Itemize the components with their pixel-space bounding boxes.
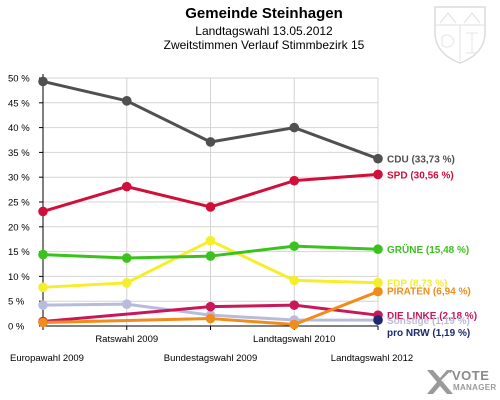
- data-point-cdu: [121, 96, 132, 106]
- series-label-sonstige: Sonstige (1,19 %): [387, 316, 470, 327]
- series-line-die-linke: [42, 303, 379, 324]
- chart-grid: [42, 77, 379, 327]
- data-point-sonstige: [121, 299, 132, 309]
- data-point-fdp: [38, 282, 48, 293]
- data-point-cdu: [373, 153, 383, 164]
- y-axis-ticks: 0 % 5 % 10 % 15 % 20 % 25 % 30 % 35 % 40 % 45 % 50…: [8, 74, 43, 333]
- chart-subtitle-district: Zweitstimmen Verlauf Stimmbezirk 15: [164, 38, 365, 52]
- data-point-fdp: [205, 235, 216, 246]
- x-tick-label: Bundestagswahl 2009: [164, 353, 258, 364]
- x-tick-label: Landtagswahl 2010: [253, 334, 335, 345]
- series-points: [38, 76, 383, 330]
- data-point-gr-ne: [38, 249, 48, 260]
- y-tick-label: 10 %: [8, 272, 30, 283]
- logo-text-manager: MANAGER: [453, 383, 497, 392]
- data-point-piraten: [373, 286, 383, 297]
- series-label-fdp: FDP (8,73 %): [387, 279, 447, 290]
- series-label-cdu: CDU (33,73 %): [387, 155, 455, 166]
- x-axis-ticks: Europawahl 2009 Ratswahl 2009 Bundestagswa…: [10, 326, 413, 364]
- x-tick-label: Landtagswahl 2012: [331, 353, 413, 364]
- series-label-pro-nrw: pro NRW (1,19 %): [387, 328, 470, 339]
- data-point-gr-ne: [373, 244, 383, 255]
- y-tick-label: 35 %: [8, 148, 30, 159]
- y-tick-label: 50 %: [8, 74, 30, 85]
- data-point-spd: [289, 175, 300, 186]
- data-point-die-linke: [289, 300, 300, 310]
- data-point-fdp: [289, 275, 300, 286]
- series-label-gr-ne: GRÜNE (15,48 %): [387, 243, 469, 256]
- y-tick-label: 45 %: [8, 98, 30, 109]
- data-point-spd: [121, 181, 132, 192]
- series-line-piraten: [42, 290, 379, 327]
- data-point-pro-nrw: [373, 315, 383, 325]
- chart-title: Gemeinde Steinhagen: [185, 5, 343, 22]
- data-point-fdp: [373, 277, 383, 288]
- data-point-gr-ne: [205, 251, 216, 261]
- data-point-fdp: [121, 278, 132, 288]
- y-tick-label: 5 %: [8, 297, 25, 308]
- y-tick-label: 0 %: [8, 322, 25, 333]
- data-point-cdu: [205, 137, 216, 147]
- series-label-spd: SPD (30,56 %): [387, 170, 454, 181]
- votemanager-logo: VOTE MANAGER: [424, 366, 498, 398]
- y-tick-label: 30 %: [8, 173, 30, 184]
- series-label-piraten: PIRATEN (6,94 %): [387, 287, 471, 298]
- data-point-cdu: [289, 122, 300, 133]
- data-point-spd: [38, 206, 48, 217]
- y-tick-label: 40 %: [8, 123, 30, 134]
- data-point-piraten: [205, 313, 216, 324]
- chart-subtitle-election: Landtagswahl 13.05.2012: [195, 24, 333, 38]
- logo-text-vote: VOTE: [452, 368, 490, 383]
- series-end-labels: CDU (33,73 %) SPD (30,56 %) GRÜNE (15,48 %…: [387, 155, 477, 339]
- x-tick-label: Ratswahl 2009: [95, 334, 158, 345]
- data-point-die-linke: [205, 301, 216, 312]
- data-point-piraten: [38, 317, 48, 328]
- y-tick-label: 20 %: [8, 222, 30, 233]
- y-tick-label: 25 %: [8, 198, 30, 209]
- votemanager-x-icon: [427, 370, 453, 394]
- series-label-die-linke: DIE LINKE (2,18 %): [387, 311, 477, 322]
- data-point-gr-ne: [289, 241, 300, 251]
- data-point-piraten: [289, 319, 300, 330]
- state-crest-watermark: [434, 6, 486, 64]
- data-point-spd: [205, 202, 216, 212]
- data-point-sonstige: [38, 300, 48, 310]
- y-tick-label: 15 %: [8, 247, 30, 258]
- data-point-gr-ne: [121, 253, 132, 263]
- data-point-spd: [373, 169, 383, 180]
- data-point-cdu: [38, 76, 48, 87]
- x-tick-label: Europawahl 2009: [10, 353, 84, 364]
